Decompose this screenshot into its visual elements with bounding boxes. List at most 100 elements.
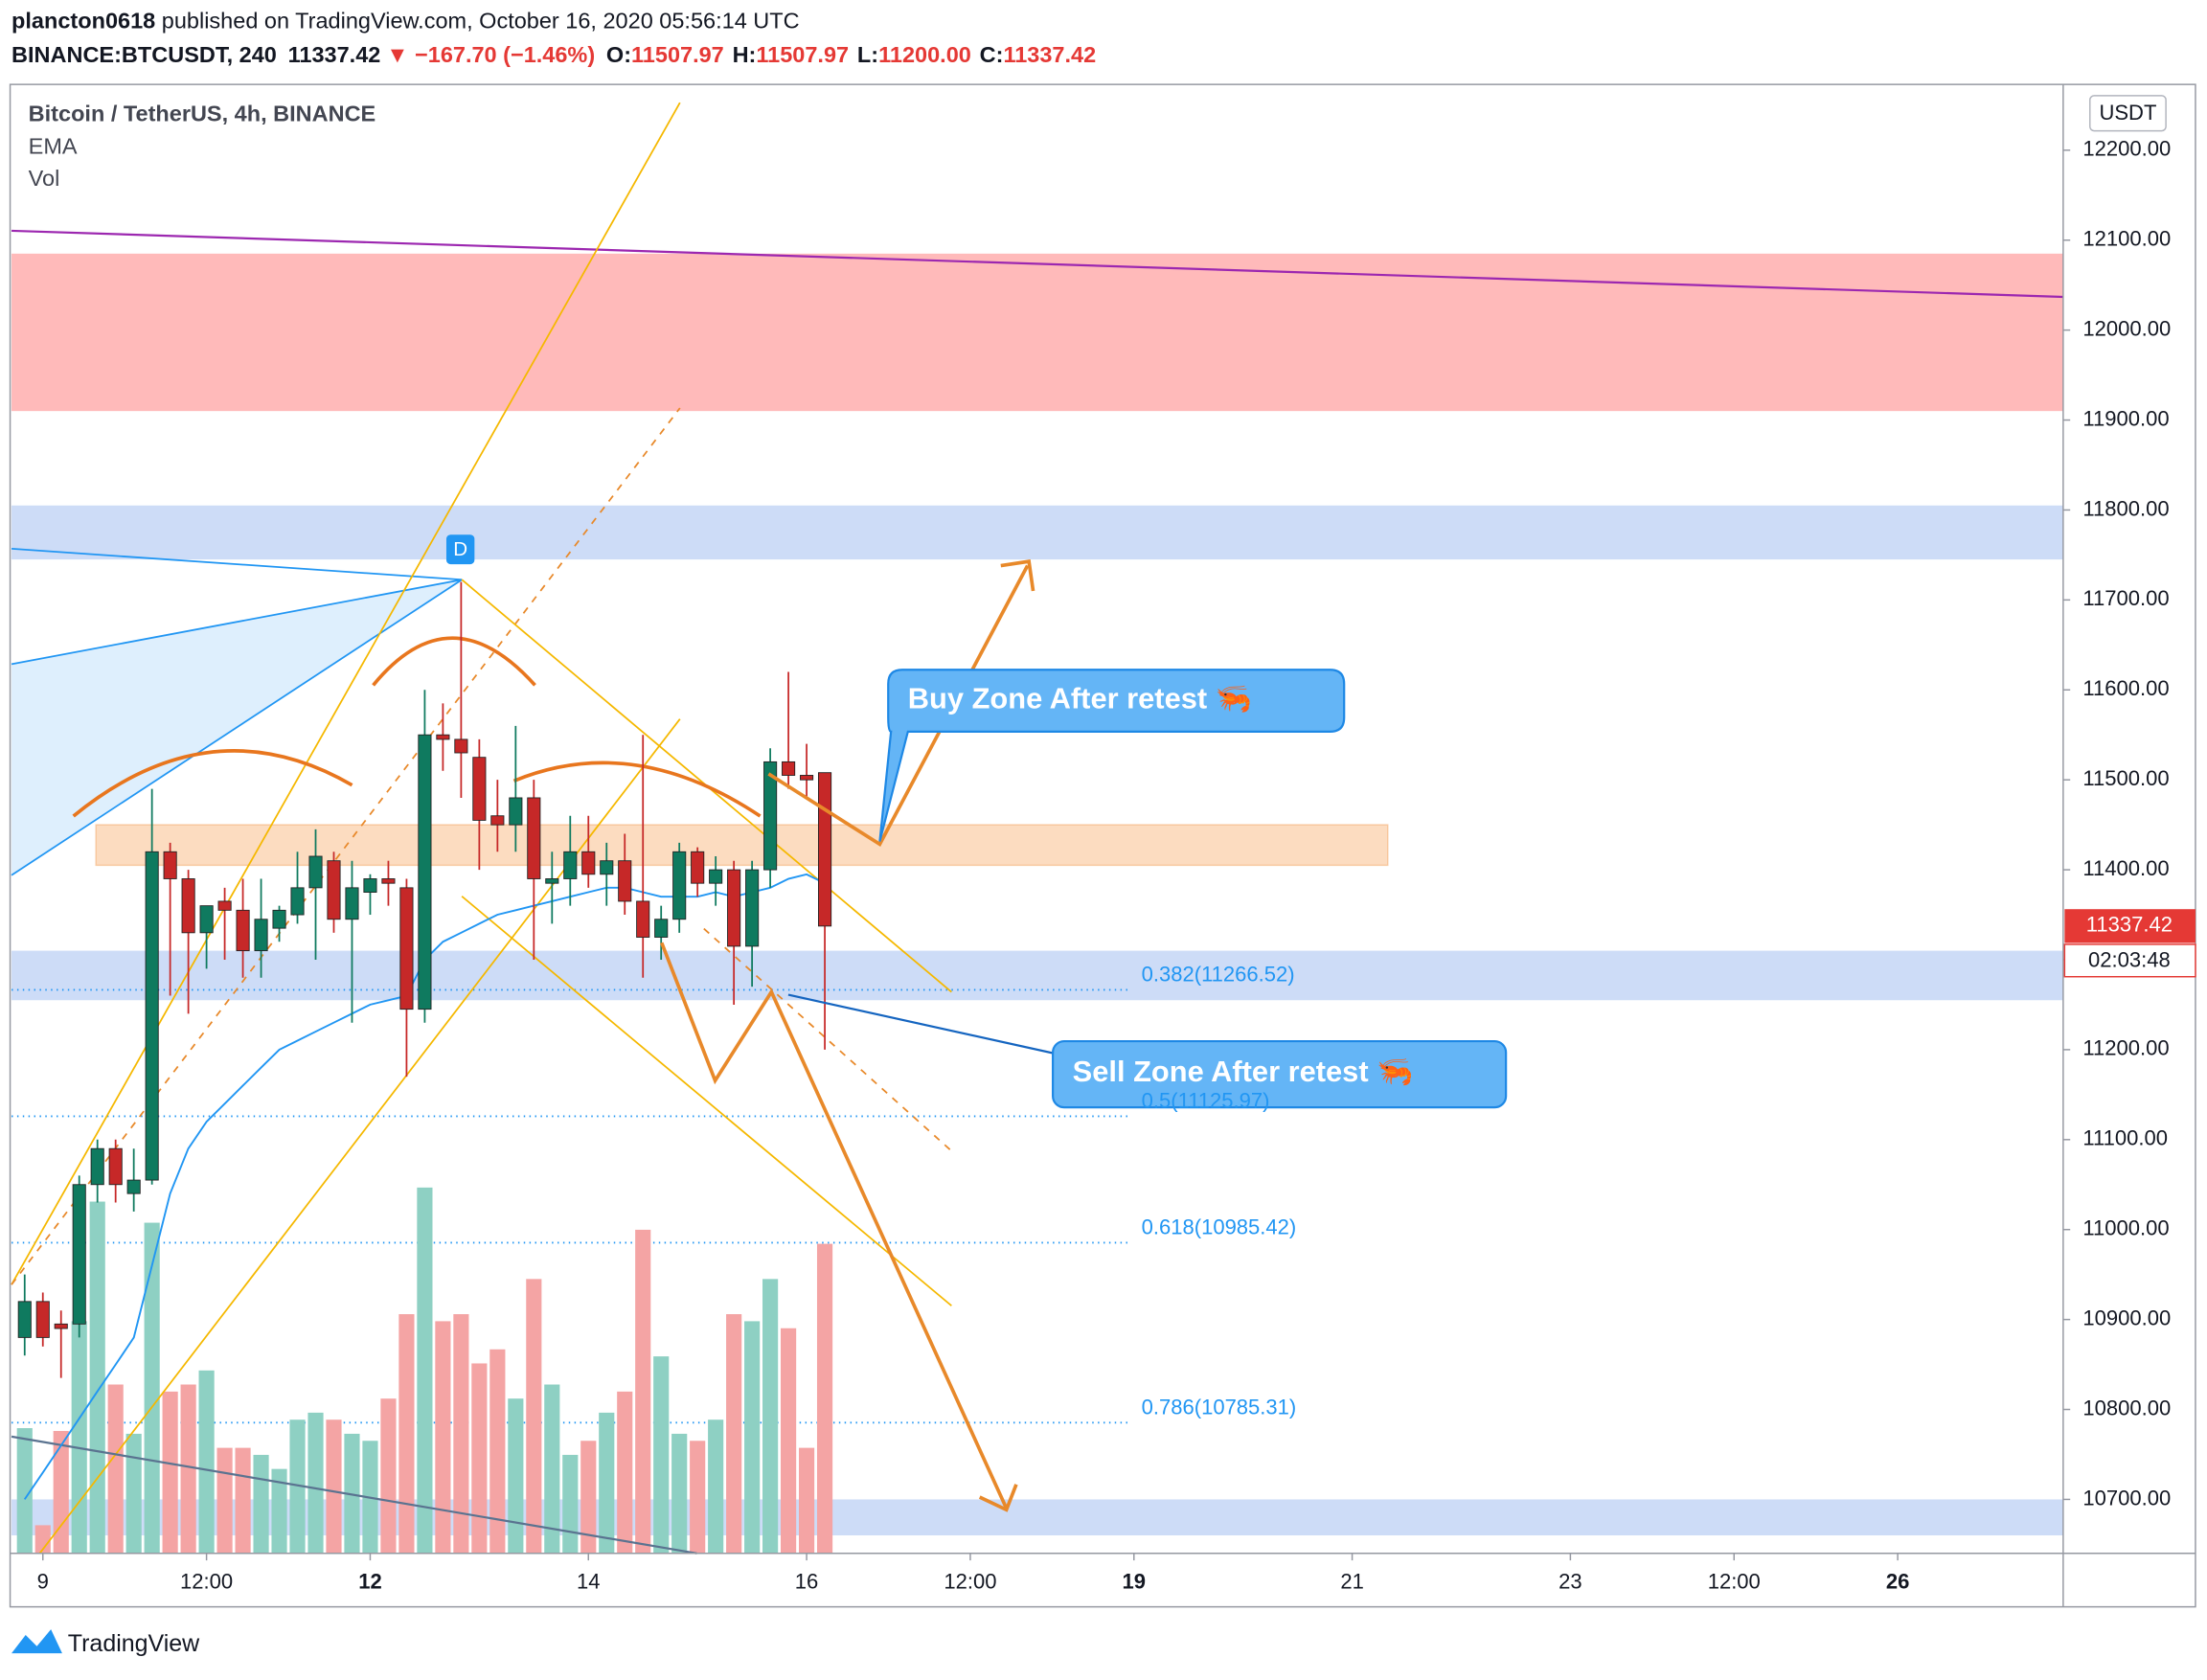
volume-bar — [816, 1243, 833, 1554]
volume-bar — [671, 1433, 688, 1554]
channel-line — [461, 896, 952, 1306]
candle-body — [54, 1323, 68, 1329]
fib-label: 0.618(10985.42) — [1142, 1215, 1297, 1239]
candle-body — [745, 869, 760, 947]
candle-body — [145, 851, 159, 1181]
symbol: BINANCE:BTCUSDT, 240 — [11, 42, 277, 67]
volume-bar — [726, 1314, 742, 1554]
indicator: Vol — [29, 166, 60, 191]
candle-body — [399, 887, 414, 1010]
axes: USDT 0.382(11266.52) 0.5(11125.97) 0.618(1… — [9, 83, 2196, 1608]
volume-bar — [398, 1314, 415, 1554]
candle-body — [35, 1301, 50, 1338]
ohlc-key: O: — [606, 42, 631, 67]
volume-bar — [16, 1428, 33, 1554]
volume-bar — [198, 1370, 215, 1554]
zone — [11, 505, 2063, 560]
marker-box — [445, 534, 475, 565]
candle-body — [600, 860, 614, 875]
candle-body — [654, 919, 669, 938]
volume-bar — [762, 1279, 779, 1554]
ohlc-key: L: — [857, 42, 878, 67]
y-tick-label: 11400.00 — [2082, 856, 2169, 880]
price-box — [2064, 909, 2196, 943]
candle-body — [527, 797, 541, 879]
countdown: 02:03:48 — [2088, 947, 2171, 971]
y-tick-label: 10700.00 — [2082, 1486, 2171, 1510]
x-tick-label: 12:00 — [1708, 1569, 1761, 1593]
currency-label: USDT — [2099, 101, 2156, 125]
x-tick-label: 12 — [358, 1569, 381, 1593]
x-tick-label: 23 — [1559, 1569, 1582, 1593]
candle-body — [763, 761, 778, 871]
volume-bar — [708, 1419, 724, 1554]
volume-bar — [653, 1356, 670, 1554]
volume-bar — [635, 1229, 651, 1554]
frame — [9, 83, 2196, 1608]
volume-bar — [380, 1398, 397, 1554]
pointer-line — [787, 993, 1063, 1056]
volume-bar — [180, 1384, 196, 1554]
volume-bar — [580, 1441, 597, 1554]
zone — [95, 824, 1389, 867]
y-tick-label: 11100.00 — [2082, 1126, 2168, 1150]
zone — [11, 253, 2063, 412]
ohlc-key: H: — [733, 42, 757, 67]
y-tick-label: 12100.00 — [2082, 227, 2171, 251]
volume-bar — [271, 1468, 287, 1554]
y-tick-label: 11000.00 — [2082, 1216, 2169, 1240]
volume-bar — [508, 1398, 524, 1554]
symbol-line: BINANCE:BTCUSDT, 240 11337.42 ▼ −167.70 (−… — [11, 42, 1096, 67]
callout-text: Buy Zone After retest 🦐 — [908, 682, 1252, 715]
volume-bar — [453, 1314, 469, 1554]
volume-bar — [798, 1447, 815, 1554]
y-tick-label: 11600.00 — [2082, 676, 2169, 700]
channel-line — [11, 102, 681, 1285]
candle-body — [308, 855, 323, 889]
candle-body — [90, 1147, 104, 1186]
candle-body — [327, 860, 341, 920]
drawings — [11, 102, 2063, 1555]
candle-body — [672, 851, 687, 920]
x-tick-label: 12:00 — [180, 1569, 233, 1593]
change: ▼ −167.70 (−1.46%) — [386, 42, 595, 67]
buy-arrow — [767, 564, 1030, 848]
volume-bar — [599, 1412, 615, 1554]
trend-line — [11, 579, 463, 666]
volume-bar — [307, 1412, 324, 1554]
volume-bar — [89, 1201, 105, 1554]
candle-body — [345, 887, 359, 920]
candle-body — [272, 909, 286, 929]
y-tick-label: 12200.00 — [2082, 137, 2171, 161]
volume-bar — [562, 1454, 579, 1554]
chart-title: Bitcoin / TetherUS, 4h, BINANCE — [29, 102, 376, 126]
trend-line — [11, 1435, 697, 1555]
y-tick-label: 10900.00 — [2082, 1305, 2171, 1329]
candle-body — [563, 851, 578, 879]
callout-box — [1052, 1039, 1508, 1109]
candle-body — [618, 860, 632, 902]
volume-bar — [690, 1441, 706, 1554]
volume-bar — [435, 1321, 451, 1554]
volume-bar — [107, 1384, 124, 1554]
trend-line — [11, 579, 463, 876]
x-tick-label: 21 — [1340, 1569, 1364, 1593]
volume-bar — [471, 1363, 488, 1554]
x-tick-label: 14 — [577, 1569, 601, 1593]
candle-body — [800, 775, 814, 781]
zone — [11, 950, 2063, 1001]
last: 11337.42 — [288, 42, 381, 67]
callout-text: Sell Zone After retest 🦐 — [1073, 1055, 1414, 1088]
candle-body — [581, 851, 596, 875]
candle-body — [782, 761, 796, 776]
x-tick-label: 16 — [795, 1569, 818, 1593]
ohlc-key: C: — [980, 42, 1004, 67]
trend-line — [11, 229, 2063, 299]
brand: TradingView — [68, 1630, 200, 1657]
candle-body — [17, 1301, 32, 1338]
y-tick-label: 11700.00 — [2082, 586, 2169, 610]
volume-bar — [744, 1321, 761, 1554]
fib-label: 0.382(11266.52) — [1142, 963, 1295, 987]
